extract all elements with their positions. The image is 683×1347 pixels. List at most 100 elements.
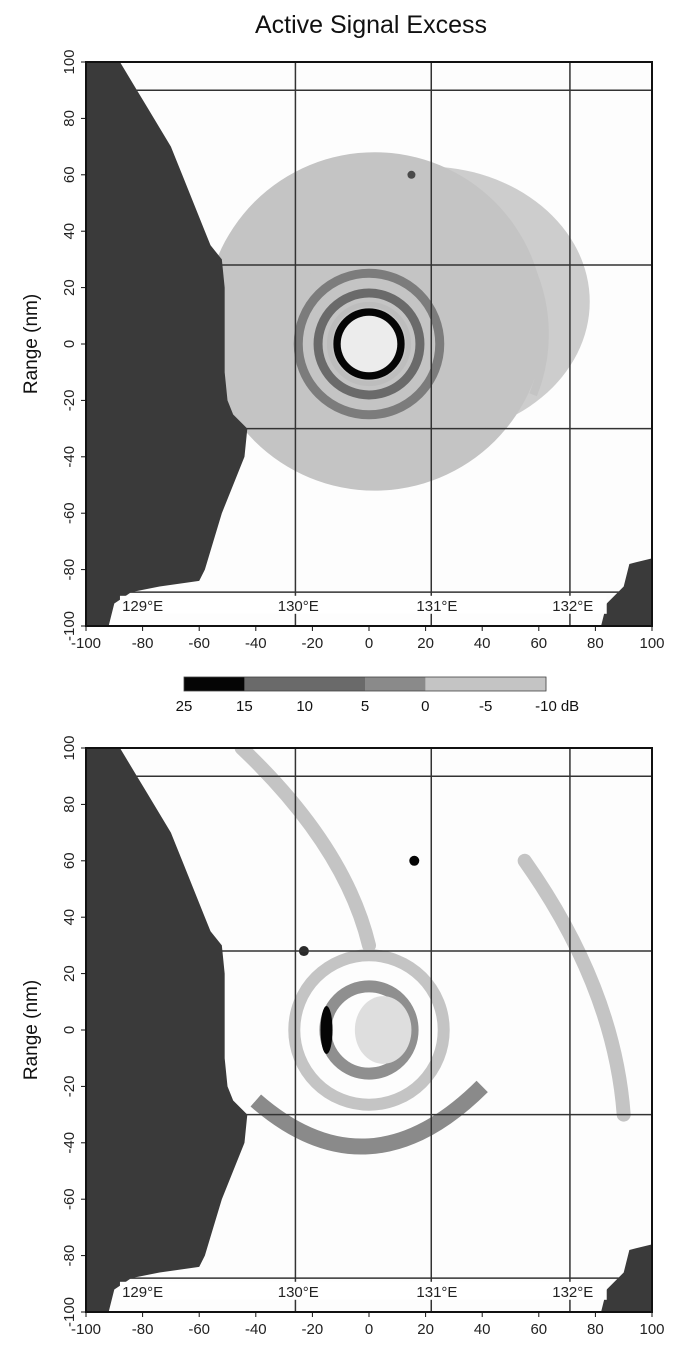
longitude-label: 132°E bbox=[552, 598, 593, 615]
top-x-ticks: -100 -80 -60 -40 -20 0 20 40 60 80 100 bbox=[71, 626, 665, 652]
x-tick-label: 40 bbox=[474, 1321, 491, 1338]
y-tick-label: -80 bbox=[61, 1245, 78, 1267]
eastern-arc-2 bbox=[418, 216, 507, 384]
colorbar-segment bbox=[425, 677, 487, 691]
top-longitude-labels: 129°E 130°E 131°E 132°E bbox=[119, 595, 607, 615]
bottom-patch-4 bbox=[320, 1006, 333, 1054]
bottom-longitude-labels: 129°E 130°E 131°E 132°E bbox=[119, 1281, 607, 1301]
top-heatmap-layer bbox=[204, 152, 590, 491]
signal-ring-inner-light bbox=[326, 301, 412, 387]
bottom-y-axis-label: Range (nm) bbox=[21, 980, 42, 1080]
y-tick-label: 80 bbox=[61, 796, 78, 813]
y-tick-label: 40 bbox=[61, 223, 78, 240]
colorbar-label: 5 bbox=[361, 698, 369, 715]
x-tick-label: -100 bbox=[71, 1321, 101, 1338]
y-tick-label: -20 bbox=[61, 1076, 78, 1098]
eastern-arc-3 bbox=[435, 176, 549, 397]
y-tick-label: 0 bbox=[61, 1026, 78, 1034]
signal-ring-2 bbox=[313, 288, 425, 400]
bottom-y-ticks: 100 80 60 40 20 0 -20 -40 -60 -80 -100 bbox=[61, 735, 86, 1327]
bottom-heatmap-layer bbox=[234, 748, 631, 1155]
colorbar-segment bbox=[244, 677, 306, 691]
y-tick-label: 0 bbox=[61, 340, 78, 348]
y-tick-label: 20 bbox=[61, 965, 78, 982]
x-tick-label: 0 bbox=[365, 635, 373, 652]
x-tick-label: 60 bbox=[530, 1321, 547, 1338]
colorbar-unit: dB bbox=[561, 698, 579, 715]
colorbar-label: -10 bbox=[535, 698, 557, 715]
x-tick-label: 100 bbox=[639, 1321, 664, 1338]
x-tick-label: 40 bbox=[474, 635, 491, 652]
x-tick-label: 100 bbox=[639, 635, 664, 652]
longitude-label: 129°E bbox=[122, 1284, 163, 1301]
longitude-label: 130°E bbox=[278, 598, 319, 615]
land-mass-southeast bbox=[601, 1244, 652, 1312]
x-tick-label: -80 bbox=[132, 635, 154, 652]
bottom-center-light bbox=[354, 996, 412, 1064]
x-tick-label: 0 bbox=[365, 1321, 373, 1338]
bottom-x-ticks: -100 -80 -60 -40 -20 0 20 40 60 80 100 bbox=[71, 1312, 665, 1338]
bottom-panel: 129°E 130°E 131°E 132°E -100 -80 -60 -40 -20 0 20… bbox=[21, 735, 665, 1338]
y-tick-label: 80 bbox=[61, 110, 78, 127]
colorbar-label: 10 bbox=[296, 698, 313, 715]
signal-ring-3 bbox=[333, 308, 405, 380]
x-tick-label: -20 bbox=[302, 1321, 324, 1338]
x-tick-label: -40 bbox=[245, 635, 267, 652]
longitude-strip bbox=[119, 1281, 607, 1300]
y-tick-label: 60 bbox=[61, 852, 78, 869]
eastern-arc-1 bbox=[401, 255, 464, 371]
signal-ring-0 bbox=[268, 243, 470, 445]
signal-ring-1 bbox=[293, 268, 445, 420]
x-tick-label: -80 bbox=[132, 1321, 154, 1338]
land-mass-west bbox=[86, 62, 248, 626]
land-mass-west bbox=[86, 748, 248, 1312]
x-tick-label: -100 bbox=[71, 635, 101, 652]
longitude-strip bbox=[119, 595, 607, 614]
x-tick-label: 20 bbox=[417, 635, 434, 652]
x-tick-label: -20 bbox=[302, 635, 324, 652]
land-mass-southeast bbox=[601, 558, 652, 626]
colorbar-segment bbox=[485, 677, 547, 691]
y-tick-label: -100 bbox=[61, 611, 78, 641]
bottom-ring-0 bbox=[288, 949, 450, 1111]
colorbar: 25 15 10 5 0 -5 -10 dB bbox=[176, 676, 579, 715]
y-tick-label: 60 bbox=[61, 166, 78, 183]
longitude-label: 130°E bbox=[278, 1284, 319, 1301]
colorbar-label: 25 bbox=[176, 698, 193, 715]
x-tick-label: 80 bbox=[587, 635, 604, 652]
chart-title: Active Signal Excess bbox=[255, 11, 487, 39]
colorbar-label: -5 bbox=[479, 698, 492, 715]
longitude-label: 132°E bbox=[552, 1284, 593, 1301]
y-tick-label: -60 bbox=[61, 502, 78, 524]
bottom-southern-band bbox=[250, 1080, 488, 1155]
y-tick-label: -80 bbox=[61, 559, 78, 581]
y-tick-label: 100 bbox=[61, 735, 78, 760]
x-tick-label: 80 bbox=[587, 1321, 604, 1338]
x-tick-label: 20 bbox=[417, 1321, 434, 1338]
colorbar-segment bbox=[304, 677, 366, 691]
colorbar-frame bbox=[183, 676, 547, 692]
colorbar-label: 0 bbox=[421, 698, 429, 715]
y-tick-label: 40 bbox=[61, 909, 78, 926]
x-tick-label: -40 bbox=[245, 1321, 267, 1338]
bottom-band-3 bbox=[517, 853, 631, 1122]
bottom-land-mass bbox=[86, 748, 652, 1312]
x-tick-label: -60 bbox=[188, 1321, 210, 1338]
y-tick-label: -20 bbox=[61, 390, 78, 412]
x-tick-label: 60 bbox=[530, 635, 547, 652]
x-tick-label: -60 bbox=[188, 635, 210, 652]
y-tick-label: 20 bbox=[61, 279, 78, 296]
longitude-label: 129°E bbox=[122, 598, 163, 615]
y-tick-label: 100 bbox=[61, 49, 78, 74]
top-land-mass bbox=[86, 62, 652, 626]
colorbar-label: 15 bbox=[236, 698, 253, 715]
bottom-band-2 bbox=[234, 748, 376, 953]
top-y-ticks: 100 80 60 40 20 0 -20 -40 -60 -80 -100 bbox=[61, 49, 86, 641]
colorbar-segment bbox=[184, 677, 245, 691]
signal-speck bbox=[407, 170, 416, 179]
y-tick-label: -100 bbox=[61, 1297, 78, 1327]
y-tick-label: -40 bbox=[61, 446, 78, 468]
colorbar-segment bbox=[365, 677, 426, 691]
bottom-patch-6 bbox=[409, 855, 420, 866]
